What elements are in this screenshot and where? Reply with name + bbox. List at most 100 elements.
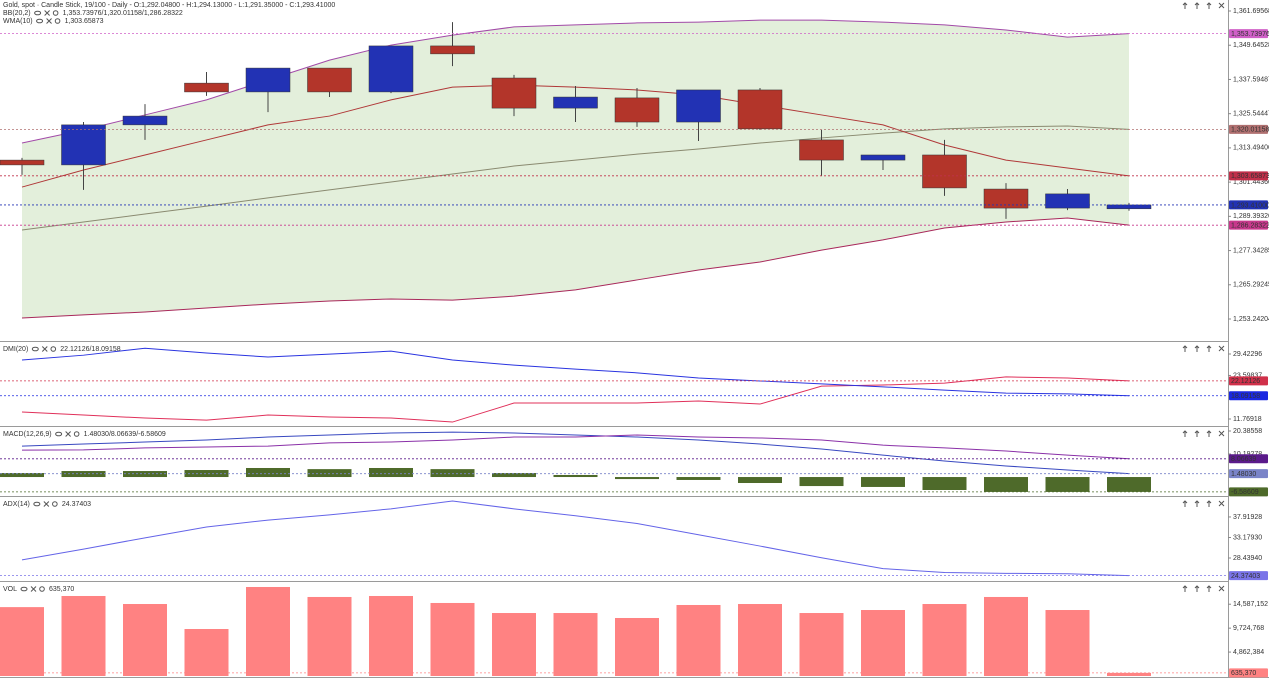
- pane-close-icon: [1218, 500, 1225, 507]
- candle-body: [245, 67, 291, 93]
- candle-body: [491, 77, 537, 109]
- pane-control-icon: [1206, 500, 1212, 507]
- pane-control-icon: [1182, 430, 1188, 437]
- value-box-label: 1,320.01158: [1231, 127, 1269, 134]
- candle-body: [799, 139, 844, 161]
- histogram-bar: [61, 471, 106, 478]
- volume-bar: [799, 613, 844, 676]
- y-tick-label: 11.76918: [1233, 416, 1262, 423]
- candle-body: [430, 45, 475, 55]
- chart-title: Gold, spot · Candle Stick, 19/100 - Dail…: [3, 2, 335, 9]
- histogram-bar: [1107, 477, 1151, 492]
- pane-control-icon: [1194, 585, 1200, 592]
- legend-eye-icon: [34, 10, 42, 16]
- value-box: [1229, 220, 1268, 230]
- volume-bar: [676, 604, 721, 676]
- value-box: [1229, 571, 1268, 581]
- legend-settings-icon: [50, 346, 57, 352]
- histogram-bar: [984, 477, 1028, 492]
- legend-close-icon: [44, 10, 50, 16]
- legend-name: ADX(14): [3, 501, 30, 508]
- value-box-label: 1,353.73976: [1231, 31, 1269, 38]
- legend-close-icon: [41, 346, 48, 352]
- y-tick-label: 4,862,384: [1233, 649, 1264, 656]
- legend-close-icon: [46, 18, 52, 24]
- candle-body: [184, 82, 229, 93]
- value-box: [1229, 487, 1268, 497]
- pane-control-icon: [1206, 2, 1212, 9]
- histogram-bar: [1045, 477, 1090, 492]
- indicator-line: [21, 347, 1130, 397]
- value-box-label: 8.06639: [1231, 456, 1256, 463]
- volume-bar: [615, 617, 659, 676]
- histogram-bar: [615, 477, 659, 480]
- indicator-line: [21, 500, 1130, 577]
- y-tick-label: 1,277.34285: [1233, 247, 1269, 254]
- volume-bar: [1045, 610, 1090, 676]
- legend-eye-icon: [31, 346, 39, 352]
- volume-bar: [984, 596, 1028, 676]
- value-box: [1229, 469, 1268, 479]
- volume-bar: [246, 586, 290, 676]
- legend-values: 1.48030/8.06639/-6.58609: [84, 431, 166, 438]
- value-box: [1229, 391, 1268, 401]
- y-tick-label: 20.38558: [1233, 428, 1262, 435]
- y-tick-label: 1,361.69568: [1233, 8, 1269, 15]
- value-box: [1229, 200, 1268, 210]
- legend-close-icon: [65, 431, 71, 437]
- candle-body: [614, 97, 660, 123]
- value-box: [1229, 454, 1268, 464]
- value-box-label: 24.37403: [1231, 573, 1260, 580]
- y-tick-label: 23.59837: [1233, 372, 1262, 379]
- pane-control-icon: [1182, 585, 1188, 592]
- indicator-line: [21, 431, 1130, 475]
- histogram-bar: [430, 469, 475, 478]
- legend-settings-icon: [52, 501, 58, 507]
- pane-close-icon: [1218, 2, 1225, 9]
- y-tick-label: 1,325.54447: [1233, 111, 1269, 118]
- candle-body: [676, 89, 721, 123]
- legend-settings-icon: [39, 586, 45, 592]
- histogram-bar: [184, 470, 229, 478]
- y-tick-label: 1,337.59487: [1233, 76, 1269, 83]
- legend-name: BB(20,2): [3, 10, 31, 17]
- histogram-bar: [799, 477, 844, 487]
- legend-settings-icon: [52, 10, 59, 16]
- volume-bar: [1107, 672, 1151, 676]
- candle-body: [922, 154, 967, 189]
- histogram-bar: [676, 477, 721, 480]
- pane-control-icon: [1206, 345, 1212, 352]
- value-box-label: 22.12126: [1231, 378, 1260, 385]
- indicator-line: [21, 217, 1130, 319]
- indicator-line: [21, 19, 1130, 144]
- candle-body: [307, 67, 352, 93]
- volume-bar: [0, 607, 44, 676]
- legend-eye-icon: [55, 431, 63, 437]
- pane-close-icon: [1218, 345, 1225, 352]
- candle-body: [983, 188, 1029, 209]
- legend-values: 635,370: [49, 586, 74, 593]
- volume-bar: [184, 629, 229, 676]
- candle-body: [122, 115, 168, 126]
- pane-control-icon: [1182, 2, 1188, 9]
- candle-body: [860, 154, 906, 161]
- pane-control-icon: [1194, 2, 1200, 9]
- legend-values: 24.37403: [62, 501, 91, 508]
- value-box: [1229, 668, 1268, 678]
- value-box: [1229, 124, 1268, 134]
- histogram-bar: [0, 473, 44, 478]
- y-tick-label: 9,724,768: [1233, 625, 1264, 632]
- legend-close-icon: [43, 501, 50, 507]
- volume-bar: [123, 604, 167, 676]
- pane-control-icon: [1194, 430, 1200, 437]
- y-tick-label: 1,349.64528: [1233, 42, 1269, 49]
- value-box-label: 1,303.65873: [1231, 173, 1269, 180]
- y-tick-label: 28.43940: [1233, 555, 1262, 562]
- volume-bar: [430, 602, 475, 676]
- y-tick-label: 1,265.29245: [1233, 282, 1269, 289]
- y-tick-label: 1,253.24204: [1233, 316, 1269, 323]
- y-tick-label: 1,289.39326: [1233, 213, 1269, 220]
- value-box-label: -6.58609: [1231, 489, 1259, 496]
- y-tick-label: 1,301.44366: [1233, 179, 1269, 186]
